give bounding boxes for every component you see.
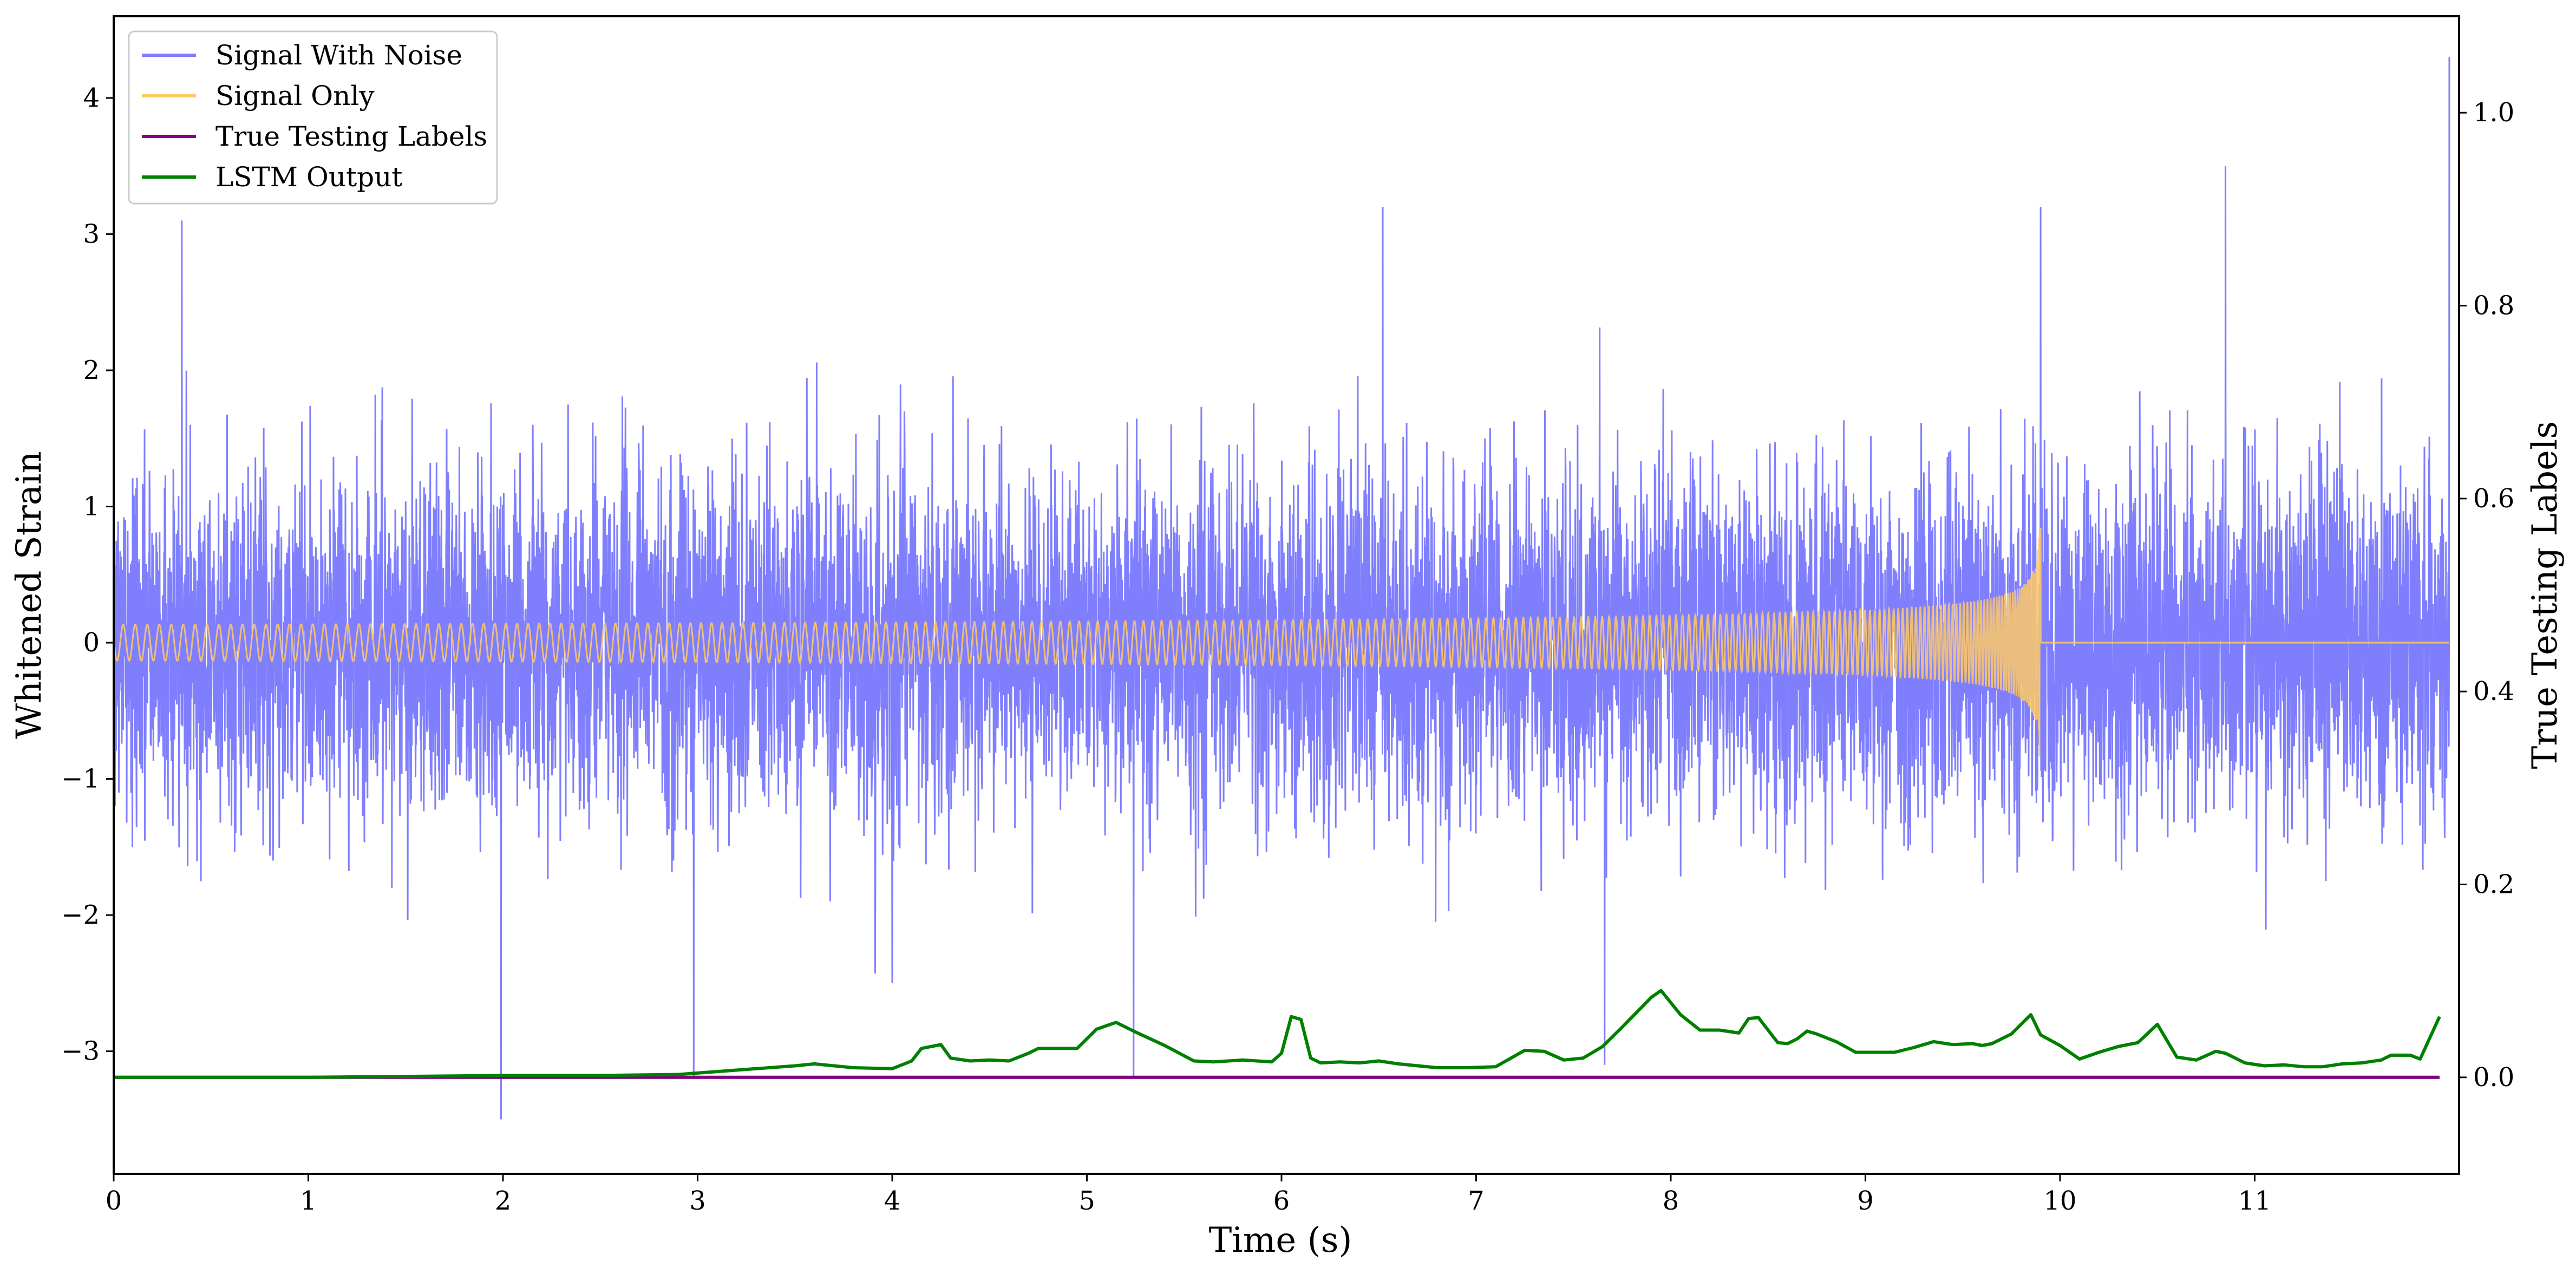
legend-box: [128, 30, 498, 205]
x-tick-label: 2: [495, 1186, 512, 1216]
x-axis: 0 1 2 3 4 5 6 7 8 9 10 11: [106, 1174, 2271, 1216]
x-tick-label: 3: [689, 1186, 706, 1216]
legend-label: LSTM Output: [215, 161, 402, 193]
y-axis-title: Whitened Strain: [9, 451, 49, 739]
x-tick-label: 0: [106, 1186, 122, 1216]
y-tick-label: −1: [61, 764, 100, 794]
legend: Signal With Noise Signal Only True Testing…: [128, 30, 498, 205]
x-tick-label: 11: [2238, 1186, 2271, 1216]
signal-only-line: [114, 527, 2449, 757]
lstm-output-line: [114, 989, 2441, 1079]
y2-tick-label: 0.4: [2473, 676, 2514, 707]
x-tick-label: 10: [2043, 1186, 2076, 1216]
y2-tick-label: 0.8: [2473, 291, 2514, 321]
x-tick-label: 6: [1273, 1186, 1290, 1216]
signal-only-series: [114, 527, 2449, 757]
plot-frame: [113, 15, 2460, 1175]
y2-tick-label: 1.0: [2473, 97, 2514, 128]
legend-label: Signal Only: [215, 80, 375, 112]
y-axis-left: −3 −2 −1 0 1 2 3 4: [61, 83, 114, 1067]
y-tick-label: 4: [83, 83, 100, 113]
y-tick-label: −3: [61, 1036, 100, 1067]
x-tick-label: 7: [1468, 1186, 1485, 1216]
y-tick-label: 1: [83, 492, 100, 522]
y2-tick-label: 0.6: [2473, 484, 2514, 514]
legend-label: Signal With Noise: [215, 40, 462, 71]
x-tick-label: 4: [884, 1186, 901, 1216]
x-tick-label: 8: [1663, 1186, 1679, 1216]
y-tick-label: 3: [83, 219, 100, 249]
signal-with-noise-series: [114, 57, 2450, 1120]
y2-tick-label: 0.2: [2473, 870, 2514, 900]
plot-area: [113, 15, 2460, 1175]
x-tick-label: 9: [1857, 1186, 1874, 1216]
y-axis-right: 0.0 0.2 0.4 0.6 0.8 1.0: [2459, 97, 2514, 1093]
y-tick-label: −2: [61, 900, 100, 930]
x-tick-label: 5: [1078, 1186, 1095, 1216]
y2-tick-label: 0.0: [2473, 1062, 2514, 1093]
x-tick-label: 1: [300, 1186, 317, 1216]
y-tick-label: 2: [83, 355, 100, 386]
y2-axis-title: True Testing Labels: [2525, 421, 2565, 769]
y-tick-label: 0: [83, 628, 100, 658]
lstm-output-series: [114, 989, 2441, 1079]
legend-label: True Testing Labels: [215, 121, 487, 152]
signal-with-noise-line: [114, 57, 2450, 1120]
x-axis-title: Time (s): [1209, 1220, 1352, 1260]
